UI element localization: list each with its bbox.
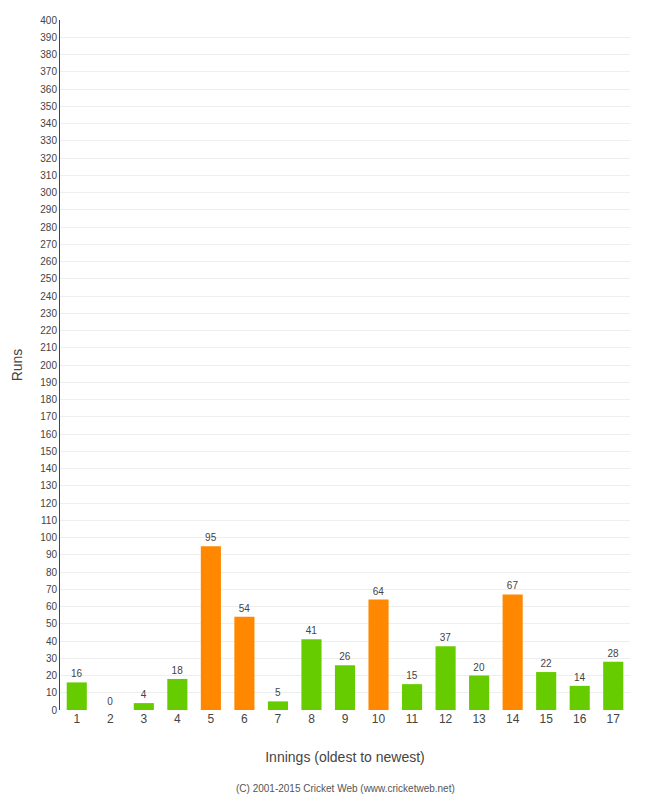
svg-text:95: 95 (205, 532, 217, 543)
svg-text:70: 70 (46, 584, 58, 595)
svg-text:100: 100 (40, 532, 57, 543)
svg-text:300: 300 (40, 187, 57, 198)
svg-text:5: 5 (208, 712, 215, 726)
svg-text:370: 370 (40, 66, 57, 77)
svg-text:150: 150 (40, 446, 57, 457)
svg-text:40: 40 (46, 636, 58, 647)
svg-text:16: 16 (573, 712, 587, 726)
svg-text:67: 67 (507, 580, 519, 591)
svg-text:320: 320 (40, 153, 57, 164)
svg-text:9: 9 (342, 712, 349, 726)
svg-text:0: 0 (107, 696, 113, 707)
svg-text:18: 18 (172, 665, 184, 676)
svg-text:26: 26 (339, 651, 351, 662)
svg-text:41: 41 (306, 625, 318, 636)
svg-text:220: 220 (40, 325, 57, 336)
svg-text:11: 11 (406, 712, 419, 726)
svg-text:10: 10 (46, 687, 58, 698)
svg-text:Runs: Runs (9, 349, 25, 382)
svg-text:1: 1 (73, 712, 80, 726)
svg-text:280: 280 (40, 222, 57, 233)
svg-text:110: 110 (41, 515, 57, 526)
svg-text:54: 54 (239, 603, 251, 614)
svg-text:240: 240 (40, 291, 57, 302)
svg-text:290: 290 (40, 204, 57, 215)
svg-text:390: 390 (40, 32, 57, 43)
svg-text:28: 28 (607, 648, 619, 659)
svg-text:5: 5 (275, 687, 281, 698)
svg-text:270: 270 (40, 239, 57, 250)
svg-text:120: 120 (40, 498, 57, 509)
svg-text:22: 22 (540, 658, 552, 669)
svg-text:60: 60 (46, 601, 58, 612)
svg-text:3: 3 (140, 712, 147, 726)
svg-text:260: 260 (40, 256, 57, 267)
svg-text:4: 4 (141, 689, 147, 700)
svg-text:90: 90 (46, 549, 58, 560)
svg-text:160: 160 (40, 429, 57, 440)
svg-text:4: 4 (174, 712, 181, 726)
svg-text:2: 2 (107, 712, 114, 726)
svg-text:210: 210 (40, 342, 57, 353)
svg-text:80: 80 (46, 567, 58, 578)
svg-text:200: 200 (40, 360, 57, 371)
svg-text:20: 20 (473, 662, 485, 673)
svg-text:350: 350 (40, 101, 57, 112)
svg-text:64: 64 (373, 586, 385, 597)
svg-text:250: 250 (40, 273, 57, 284)
svg-text:310: 310 (40, 170, 57, 181)
svg-text:0: 0 (51, 705, 57, 716)
svg-text:Innings (oldest to newest): Innings (oldest to newest) (265, 749, 425, 765)
svg-text:16: 16 (71, 668, 83, 679)
svg-text:37: 37 (440, 632, 452, 643)
svg-text:12: 12 (439, 712, 453, 726)
svg-text:190: 190 (40, 377, 57, 388)
svg-text:7: 7 (275, 712, 282, 726)
svg-text:180: 180 (40, 394, 57, 405)
svg-text:230: 230 (40, 308, 57, 319)
svg-text:330: 330 (40, 135, 57, 146)
svg-text:130: 130 (40, 480, 57, 491)
svg-text:17: 17 (607, 712, 621, 726)
svg-text:50: 50 (46, 618, 58, 629)
svg-text:15: 15 (540, 712, 554, 726)
svg-text:(C) 2001-2015 Cricket Web (www: (C) 2001-2015 Cricket Web (www.cricketwe… (236, 783, 455, 794)
svg-text:30: 30 (46, 653, 58, 664)
svg-text:20: 20 (46, 670, 58, 681)
svg-text:14: 14 (506, 712, 520, 726)
svg-text:10: 10 (372, 712, 386, 726)
svg-text:170: 170 (40, 411, 57, 422)
svg-text:400: 400 (40, 15, 57, 26)
svg-text:8: 8 (308, 712, 315, 726)
svg-text:360: 360 (40, 84, 57, 95)
svg-text:340: 340 (40, 118, 57, 129)
svg-text:140: 140 (40, 463, 57, 474)
svg-text:380: 380 (40, 49, 57, 60)
svg-text:15: 15 (406, 670, 418, 681)
svg-text:14: 14 (574, 672, 586, 683)
svg-text:6: 6 (241, 712, 248, 726)
svg-text:13: 13 (472, 712, 486, 726)
